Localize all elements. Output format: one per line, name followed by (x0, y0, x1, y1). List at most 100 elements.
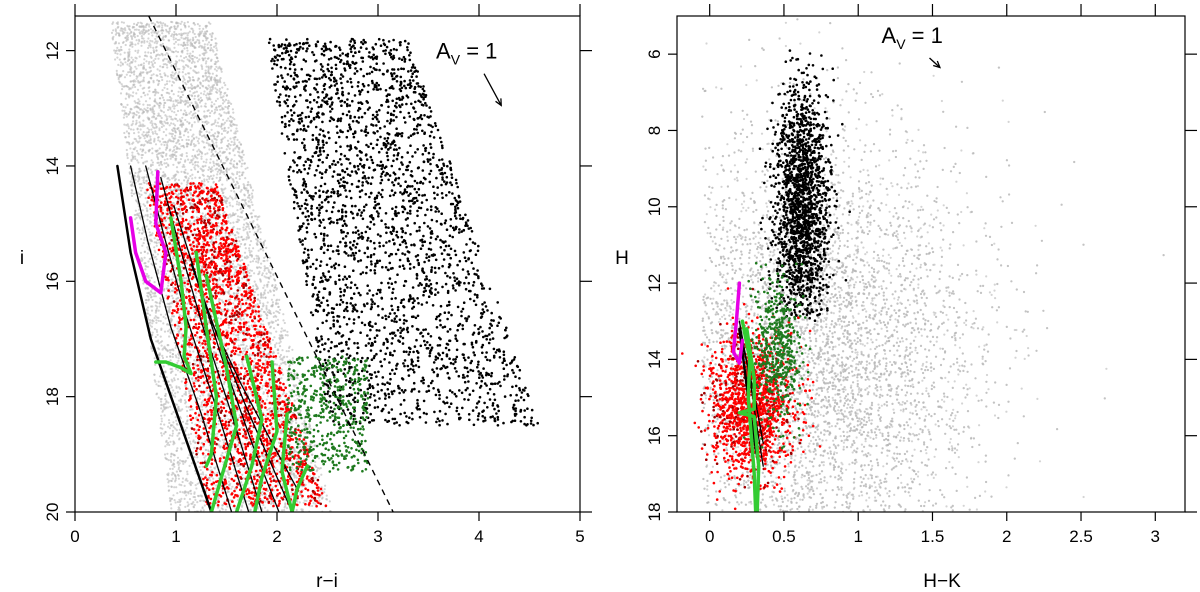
left-point-field (210, 92, 213, 95)
left-point-field (153, 241, 156, 244)
left-point-field (247, 225, 250, 228)
left-point-field (248, 227, 251, 230)
left-point-field (154, 37, 157, 41)
left-point-field (165, 52, 168, 55)
left-point-field (213, 155, 216, 158)
left-point-field (163, 158, 166, 161)
left-point-field (176, 500, 179, 504)
left-point-field (178, 483, 181, 486)
left-point-field (238, 227, 241, 231)
left-point-field (156, 238, 159, 241)
left-point-field (236, 200, 239, 203)
left-point-field (167, 344, 170, 347)
left-point-field (145, 182, 149, 185)
left-point-field (218, 169, 221, 172)
left-point-field (159, 320, 162, 323)
left-point-field (157, 30, 160, 33)
left-point-field (189, 356, 192, 359)
left-point-field (174, 395, 177, 398)
left-point-field (175, 486, 178, 489)
left-point-field (317, 475, 321, 478)
left-point-field (141, 123, 144, 126)
left-point-field (184, 73, 187, 76)
left-point-field (139, 195, 142, 198)
left-point-field (219, 93, 222, 96)
left-point-field (139, 136, 142, 139)
left-point-field (179, 400, 182, 403)
left-point-field (235, 176, 238, 180)
left-point-field (210, 404, 214, 407)
left-point-field (195, 106, 198, 109)
left-point-field (219, 150, 222, 153)
left-point-field (143, 58, 146, 61)
left-point-field (219, 160, 222, 163)
left-point-field (198, 499, 202, 502)
left-point-field (167, 108, 170, 112)
left-point-field (167, 139, 170, 143)
left-point-field (222, 310, 225, 313)
left-point-field (117, 63, 120, 66)
left-point-field (251, 189, 254, 192)
left-point-field (208, 80, 211, 83)
left-point-field (274, 286, 277, 289)
left-point-field (236, 292, 240, 295)
left-point-field (235, 180, 239, 183)
left-point-field (223, 111, 226, 114)
left-point-field (172, 38, 175, 41)
left-point-field (245, 466, 248, 470)
left-point-field (133, 132, 136, 135)
left-point-field (249, 260, 252, 263)
left-point-field (264, 289, 267, 292)
left-point-field (253, 280, 256, 283)
left-point-field (160, 327, 163, 330)
left-point-field (122, 40, 125, 44)
left-point-field (325, 494, 328, 497)
left-point-field (167, 284, 170, 287)
left-point-field (271, 321, 274, 324)
left-point-field (192, 116, 195, 119)
left-point-field (205, 178, 208, 181)
left-point-field (177, 43, 180, 46)
left-point-field (182, 75, 185, 78)
left-point-field (159, 398, 162, 401)
left-point-field (183, 179, 186, 182)
left-point-field (180, 322, 183, 325)
left-point-field (282, 319, 285, 322)
left-point-field (131, 157, 135, 160)
left-point-field (169, 157, 172, 160)
left-point-field (181, 477, 185, 480)
left-point-field (216, 91, 219, 94)
left-point-field (244, 228, 247, 231)
left-point-field (142, 162, 145, 165)
left-point-field (208, 177, 211, 180)
left-point-field (143, 262, 146, 265)
left-point-field (132, 128, 135, 131)
left-point-field (180, 497, 183, 500)
left-point-field (143, 143, 146, 146)
left-point-field (152, 132, 155, 135)
left-point-field (157, 380, 160, 383)
left-point-field (183, 285, 186, 288)
left-point-field (263, 256, 266, 259)
left-point-field (155, 244, 158, 247)
left-point-field (186, 470, 189, 473)
left-point-field (225, 169, 228, 172)
left-point-field (302, 501, 305, 504)
left-point-field (295, 421, 298, 424)
left-point-field (146, 210, 149, 213)
left-point-field (136, 152, 139, 155)
left-point-field (159, 109, 162, 112)
left-point-field (134, 157, 137, 160)
left-point-field (128, 48, 131, 51)
left-point-field (181, 80, 185, 83)
left-point-field (152, 91, 155, 94)
left-point-field (181, 90, 184, 94)
left-point-field (226, 505, 229, 508)
left-point-field (182, 134, 186, 137)
left-point-field (158, 302, 161, 305)
left-point-field (255, 313, 258, 316)
left-point-field (175, 33, 178, 36)
left-point-field (185, 405, 188, 408)
left-point-field (253, 257, 256, 260)
left-point-field (209, 22, 212, 25)
